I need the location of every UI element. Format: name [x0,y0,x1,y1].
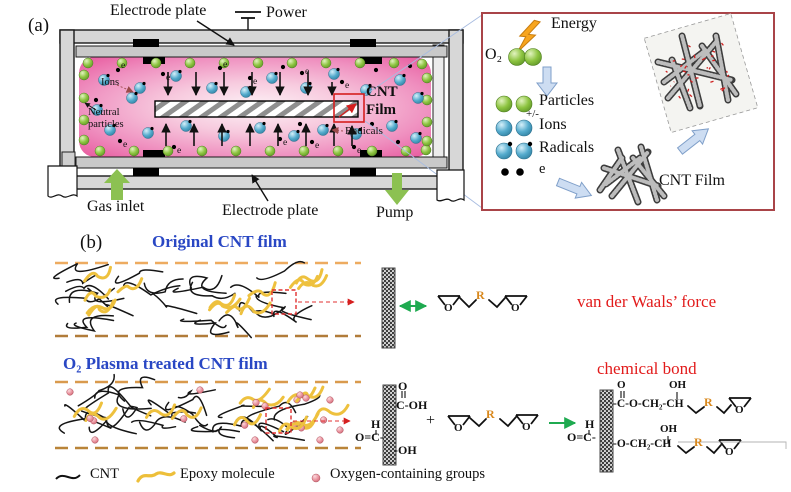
electron-dots [501,168,524,176]
r-group-label: R [694,435,703,449]
inset-electron-label: e [539,161,546,177]
cnt-mesh [596,143,668,206]
r-group-label: R [476,288,485,302]
energy-label: Energy [551,15,597,32]
electron-label: e [166,73,171,83]
oh-top-label: OH [669,379,687,391]
legend-oxygen-label: Oxygen-containing groups [330,466,486,482]
chemical-bond-label: chemical bond [597,359,697,378]
plus-minus-label: +/- [526,108,539,120]
lightning-icon [517,19,542,53]
down-block-arrow-icon [535,66,559,97]
panel-b-label: (b) [80,232,103,253]
epoxy-molecule-2 [447,414,539,428]
hydroxyl-label: -OH [394,443,417,457]
legend-epoxy-label: Epoxy molecule [180,466,275,482]
legend-epoxy-curve [136,471,176,483]
carboxyl-coh-label: C-OH [396,398,428,412]
electrode-plate-top-label: Electrode plate [110,2,207,19]
label-arrows [84,20,344,202]
product-chain-top: -C-O-CH₂-CH [613,398,684,410]
film-row-2 [55,373,361,450]
r-group-label: R [486,407,495,421]
electron-label: e [357,146,362,156]
red-dashed-box-2 [265,407,292,434]
pump-label: Pump [376,204,414,221]
product-chains [677,397,787,455]
ester-o-label: O [617,379,626,391]
r-group-label: R [704,395,713,409]
electron-label: e [315,141,320,151]
ions-pair [495,119,533,137]
legend-oxygen-dot [311,473,321,483]
block-arrow-to-film-icon [555,177,593,199]
particles-label: Particles [539,92,595,109]
epoxide-o-label: O [522,421,531,433]
legend-cnt-label: CNT [90,466,119,482]
radicals-pair [495,141,533,160]
epoxide-o-label: O [444,302,453,314]
gas-inlet-arrow [47,151,130,200]
aldehyde-oc-label: O=C- [355,430,384,444]
electron-label: e [121,61,126,71]
electron-label: e [223,60,228,70]
particles-pair [495,95,533,113]
neutral-particles-label-1: Neutral [88,107,120,118]
magnifier-box [333,93,365,123]
electrode-plate-bottom-label: Electrode plate [222,202,319,219]
neutral-particles-label-2: particles [88,119,124,130]
van-der-waals-label: van der Waals’ force [577,292,717,311]
reactant-bonds [375,391,406,435]
panel-a-label: (a) [28,15,50,36]
row1-title: Original CNT film [152,232,287,251]
inset-box [481,12,775,211]
electron-label: e [305,67,310,77]
carboxyl-o-label: O [398,379,408,393]
epoxide-o-label: O [511,302,520,314]
cnt-film-label-2: Film [366,102,396,118]
cnt-tube-1 [381,267,396,349]
electron-label: e [177,146,182,156]
oh-bottom-label: OH [660,423,678,435]
pump-arrow [385,169,465,205]
radicals-label: Radicals [345,125,383,137]
legend-cnt-curve [55,474,81,480]
power-ground-icon [235,11,261,31]
gas-inlet-label: Gas inlet [87,198,145,215]
cnt-mesh-treated [654,32,740,112]
legend-icons [55,471,321,483]
inset-radicals-label: Radicals [539,139,595,156]
cnt-tube-3 [599,389,614,473]
product-oc-label: O=C- [567,430,596,444]
plus-sign: + [426,412,436,429]
epoxide-o-label: O [735,404,744,416]
electron-label: e [283,138,288,148]
electron-label: e [345,81,350,91]
inset-cnt-film-label: CNT Film [659,172,725,189]
cnt-tube-2 [382,384,397,466]
block-arrow-to-treated-icon [676,128,710,155]
film-row-1 [53,260,361,339]
epoxy-molecule-1 [437,295,528,309]
o2-label: O₂ [485,46,503,63]
row2-title: O₂ Plasma treated CNT film [63,354,268,373]
ions-label: Ions [101,77,120,88]
power-label: Power [266,4,307,21]
epoxide-o-label: O [454,422,463,434]
epoxide-o-label: O [725,446,734,458]
product-bonds [588,391,678,443]
cnt-film-label-1: CNT [366,84,398,100]
product-chain-bottom: -O-CH₂-CH [613,438,672,450]
product-h-label: H [585,417,595,431]
red-dashed-box-1 [271,289,297,315]
o2-molecule [508,48,542,66]
electron-label: e [253,77,258,87]
inset-ions-label: Ions [539,116,567,133]
plasma-bombardment-arrows [161,72,357,146]
aldehyde-h-label: H [371,417,381,431]
electron-label: e [123,140,128,150]
cnt-film-bar [154,100,359,118]
